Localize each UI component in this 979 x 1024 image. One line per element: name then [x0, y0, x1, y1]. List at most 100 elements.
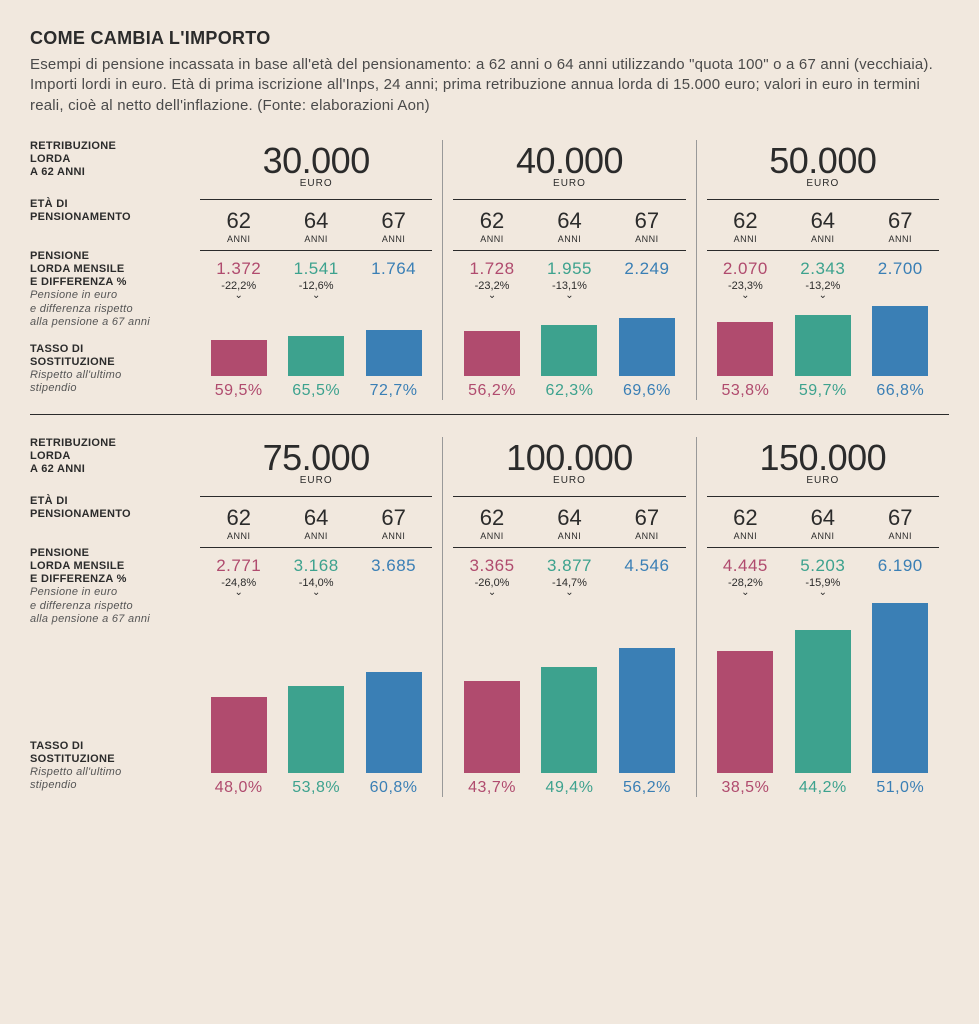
bar-slot [531, 667, 608, 773]
pension-amount: 1.372 [200, 259, 277, 279]
age-value: 67 [862, 208, 939, 234]
pension-values: 1.372-22,2%⌄1.541-12,6%⌄1.764 [200, 259, 432, 300]
pension-amount: 3.685 [355, 556, 432, 576]
age-unit: ANNI [862, 234, 939, 244]
age-value: 67 [608, 505, 685, 531]
arrow-down-icon: ⌄ [707, 589, 784, 597]
bar-slot [862, 306, 939, 376]
substitution-rates: 38,5%44,2%51,0% [707, 779, 939, 797]
bar [541, 325, 597, 376]
age-unit: ANNI [355, 234, 432, 244]
age-value: 62 [453, 208, 530, 234]
pension-values: 2.771-24,8%⌄3.168-14,0%⌄3.685 [200, 556, 432, 597]
age-value: 62 [707, 208, 784, 234]
substitution-rates: 59,5%65,5%72,7% [200, 382, 432, 400]
bar-chart [200, 306, 432, 376]
substitution-rates: 56,2%62,3%69,6% [453, 382, 685, 400]
bar [288, 686, 344, 773]
arrow-down-icon: ⌄ [277, 292, 354, 300]
rate-value: 59,7% [784, 382, 861, 400]
rate-value: 60,8% [355, 779, 432, 797]
salary-panel: 30.000EURO62ANNI64ANNI67ANNI1.372-22,2%⌄… [190, 140, 443, 400]
age-column: 62ANNI [453, 505, 530, 541]
age-header: 62ANNI64ANNI67ANNI [453, 208, 685, 251]
substitution-rates: 48,0%53,8%60,8% [200, 779, 432, 797]
bar [464, 331, 520, 376]
bar-slot [784, 630, 861, 773]
arrow-down-icon: ⌄ [277, 589, 354, 597]
pension-amount: 5.203 [784, 556, 861, 576]
arrow-down-icon: ⌄ [200, 589, 277, 597]
pension-column: 2.249 [608, 259, 685, 300]
pension-amount: 3.168 [277, 556, 354, 576]
bar-slot [707, 322, 784, 376]
salary-panel: 40.000EURO62ANNI64ANNI67ANNI1.728-23,2%⌄… [443, 140, 696, 400]
arrow-down-icon: ⌄ [531, 589, 608, 597]
bar [366, 672, 422, 773]
age-column: 67ANNI [862, 505, 939, 541]
bar-chart [453, 603, 685, 773]
bar-slot [200, 340, 277, 376]
pension-amount: 4.445 [707, 556, 784, 576]
arrow-down-icon: ⌄ [453, 589, 530, 597]
salary-amount: 30.000 [200, 140, 432, 182]
age-unit: ANNI [453, 531, 530, 541]
label-retribuzione: RETRIBUZIONELORDAA 62 ANNI [30, 140, 182, 198]
salary-panel: 50.000EURO62ANNI64ANNI67ANNI2.070-23,3%⌄… [697, 140, 949, 400]
salary-amount: 100.000 [453, 437, 685, 479]
pension-column: 4.445-28,2%⌄ [707, 556, 784, 597]
pension-column: 6.190 [862, 556, 939, 597]
arrow-down-icon: ⌄ [784, 292, 861, 300]
age-column: 64ANNI [784, 208, 861, 244]
bar-slot [200, 697, 277, 773]
pension-amount: 1.728 [453, 259, 530, 279]
age-column: 62ANNI [453, 208, 530, 244]
age-header: 62ANNI64ANNI67ANNI [707, 505, 939, 548]
salary-unit: EURO [453, 475, 685, 497]
bar-slot [277, 336, 354, 376]
age-column: 62ANNI [707, 208, 784, 244]
age-column: 62ANNI [200, 505, 277, 541]
salary-panel: 100.000EURO62ANNI64ANNI67ANNI3.365-26,0%… [443, 437, 696, 797]
bar [795, 630, 851, 773]
pension-column: 3.168-14,0%⌄ [277, 556, 354, 597]
age-unit: ANNI [200, 531, 277, 541]
age-unit: ANNI [531, 234, 608, 244]
bar [872, 603, 928, 773]
bar [541, 667, 597, 773]
salary-unit: EURO [200, 475, 432, 497]
bar [619, 318, 675, 376]
arrow-down-icon: ⌄ [784, 589, 861, 597]
age-unit: ANNI [608, 234, 685, 244]
rate-value: 48,0% [200, 779, 277, 797]
pension-column: 2.070-23,3%⌄ [707, 259, 784, 300]
arrow-down-icon: ⌄ [707, 292, 784, 300]
bar [717, 322, 773, 376]
age-header: 62ANNI64ANNI67ANNI [453, 505, 685, 548]
pension-amount: 1.764 [355, 259, 432, 279]
age-unit: ANNI [531, 531, 608, 541]
bar-chart [453, 306, 685, 376]
age-unit: ANNI [355, 531, 432, 541]
rate-value: 43,7% [453, 779, 530, 797]
age-value: 67 [355, 505, 432, 531]
chart-row: RETRIBUZIONELORDAA 62 ANNIETÀ DIPENSIONA… [30, 140, 949, 415]
label-pensione: PENSIONELORDA MENSILEE DIFFERENZA %Pensi… [30, 547, 182, 626]
rate-value: 59,5% [200, 382, 277, 400]
age-header: 62ANNI64ANNI67ANNI [707, 208, 939, 251]
salary-unit: EURO [200, 178, 432, 200]
age-column: 67ANNI [608, 505, 685, 541]
bar [366, 330, 422, 376]
age-value: 64 [784, 208, 861, 234]
salary-unit: EURO [707, 475, 939, 497]
label-eta: ETÀ DIPENSIONAMENTO [30, 495, 182, 547]
pension-amount: 3.877 [531, 556, 608, 576]
age-value: 64 [784, 505, 861, 531]
bar-slot [531, 325, 608, 376]
pension-column: 2.700 [862, 259, 939, 300]
bar-slot [453, 331, 530, 376]
bar [211, 697, 267, 773]
bar-slot [355, 672, 432, 773]
salary-panel: 150.000EURO62ANNI64ANNI67ANNI4.445-28,2%… [697, 437, 949, 797]
pension-column: 2.343-13,2%⌄ [784, 259, 861, 300]
